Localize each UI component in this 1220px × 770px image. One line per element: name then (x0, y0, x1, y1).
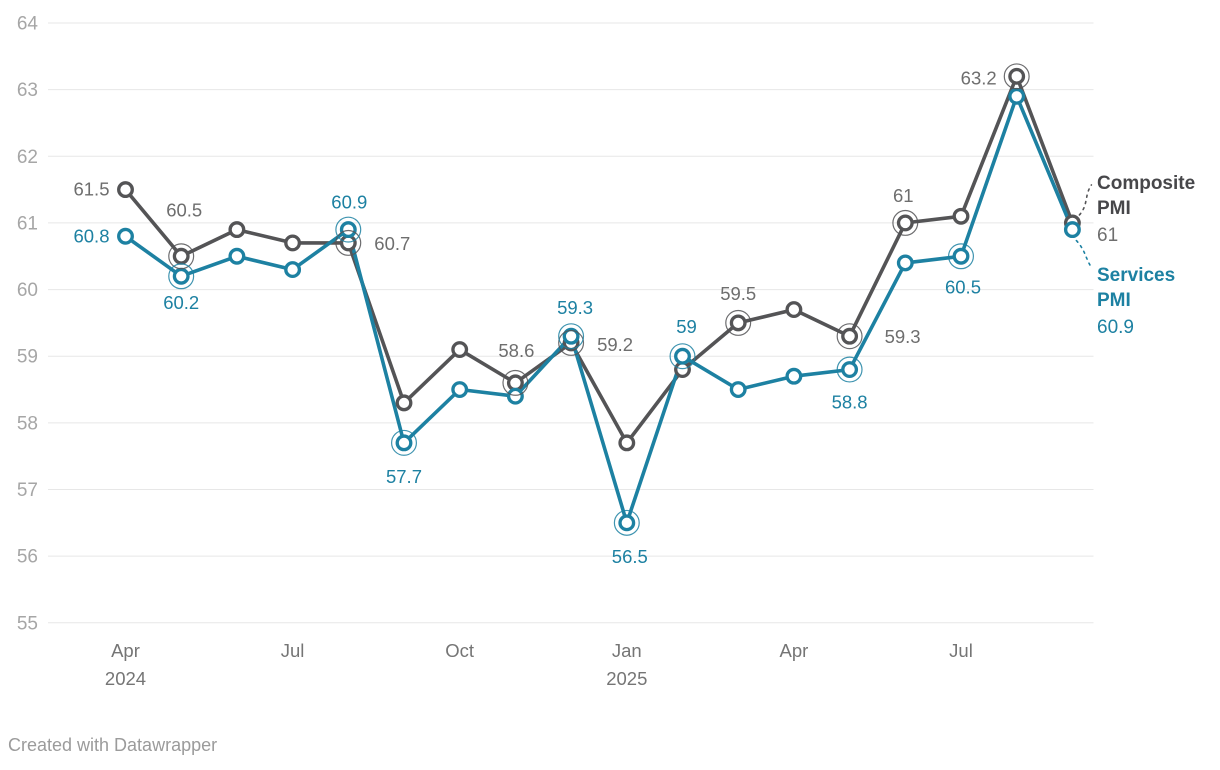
point-marker (896, 214, 914, 232)
value-label: 63.2 (961, 67, 997, 88)
value-label: 60.9 (331, 192, 367, 213)
point-marker (228, 221, 246, 239)
x-axis-tick-label: Apr (111, 640, 140, 661)
point-marker (339, 234, 357, 252)
point-marker (952, 207, 970, 225)
datawrapper-credit-link[interactable]: Created with Datawrapper (8, 735, 218, 755)
y-axis-tick-label: 62 (17, 147, 38, 168)
legend-series-name-composite-pmi: Composite (1097, 173, 1195, 194)
value-label: 59 (676, 316, 697, 337)
point-marker (1008, 87, 1026, 105)
legend-series-name-composite-pmi: PMI (1097, 198, 1131, 219)
highlight-ring (947, 243, 974, 270)
highlight-ring (836, 323, 863, 350)
point-marker (172, 247, 190, 265)
point-marker (228, 247, 246, 265)
value-label: 60.2 (163, 292, 199, 313)
legend-series-name-services-pmi: Services (1097, 265, 1175, 286)
legend-series-value: 61 (1097, 225, 1118, 246)
value-label: 59.3 (557, 297, 593, 318)
x-axis-tick-year-label: 2024 (105, 668, 146, 689)
value-label: 59.2 (597, 334, 633, 355)
highlight-ring (558, 323, 585, 350)
point-marker (506, 374, 524, 392)
highlight-ring (836, 356, 863, 383)
legend-series-name-services-pmi: PMI (1097, 290, 1131, 311)
point-marker (172, 267, 190, 285)
point-marker (395, 394, 413, 412)
point-marker (618, 434, 636, 452)
value-label: 61.5 (73, 179, 109, 200)
point-marker (952, 247, 970, 265)
value-label: 59.5 (720, 283, 756, 304)
value-label: 60.7 (374, 233, 410, 254)
x-axis-tick-label: Jul (281, 640, 305, 661)
value-label: 61 (893, 185, 914, 206)
legend-series-value: 60.9 (1097, 317, 1134, 338)
point-marker (395, 434, 413, 452)
highlight-ring (168, 263, 195, 290)
point-marker (841, 361, 859, 379)
point-marker (284, 234, 302, 252)
value-label: 58.6 (498, 340, 534, 361)
highlight-ring (391, 429, 418, 456)
legend-connector-composite (1078, 184, 1093, 216)
value-label: 60.8 (73, 225, 109, 246)
x-axis-tick-label: Oct (445, 640, 474, 661)
point-marker (562, 327, 580, 345)
y-axis-tick-label: 61 (17, 213, 38, 234)
y-axis-tick-label: 55 (17, 613, 38, 634)
highlight-ring (502, 369, 529, 396)
highlight-ring (669, 343, 696, 370)
value-label: 57.7 (386, 466, 422, 487)
y-axis-tick-label: 58 (17, 413, 38, 434)
highlight-ring (725, 309, 752, 336)
x-axis-tick-label: Apr (780, 640, 809, 661)
value-label: 58.8 (832, 392, 868, 413)
highlight-ring (892, 209, 919, 236)
point-marker (451, 381, 469, 398)
legend-connector-services (1075, 239, 1094, 270)
value-label: 59.3 (885, 326, 921, 347)
y-axis-tick-label: 64 (17, 14, 39, 35)
point-marker (1063, 221, 1081, 239)
point-marker (896, 254, 914, 272)
y-axis-tick-label: 63 (17, 80, 38, 101)
point-marker (674, 361, 691, 379)
highlight-ring (558, 329, 585, 356)
highlight-ring (168, 243, 195, 270)
highlight-ring (335, 216, 362, 243)
y-axis-tick-label: 60 (17, 280, 38, 301)
point-marker (451, 341, 469, 359)
point-marker (117, 227, 134, 245)
line-composite-pmi (123, 74, 1075, 445)
point-marker (785, 367, 803, 385)
point-marker (506, 387, 524, 405)
point-marker (841, 327, 859, 345)
line-services-pmi (123, 94, 1075, 525)
point-marker (785, 301, 803, 319)
x-axis-tick-label: Jul (949, 640, 973, 661)
point-marker (1008, 67, 1026, 85)
y-axis-tick-label: 57 (17, 480, 38, 501)
point-marker (729, 314, 747, 332)
highlight-ring (335, 229, 362, 256)
y-axis-tick-label: 56 (17, 547, 38, 568)
point-marker (674, 347, 691, 365)
point-marker (284, 261, 302, 279)
x-axis-tick-label: Jan (612, 640, 642, 661)
point-marker (729, 381, 747, 398)
value-label: 56.5 (612, 546, 648, 567)
point-marker (339, 221, 357, 239)
y-axis-tick-label: 59 (17, 347, 38, 368)
x-axis-tick-year-label: 2025 (606, 668, 647, 689)
point-marker (618, 514, 636, 532)
highlight-ring (1003, 63, 1030, 90)
point-marker (117, 181, 134, 199)
highlight-ring (613, 509, 640, 536)
value-label: 60.5 (166, 199, 202, 220)
value-label: 60.5 (945, 276, 981, 297)
